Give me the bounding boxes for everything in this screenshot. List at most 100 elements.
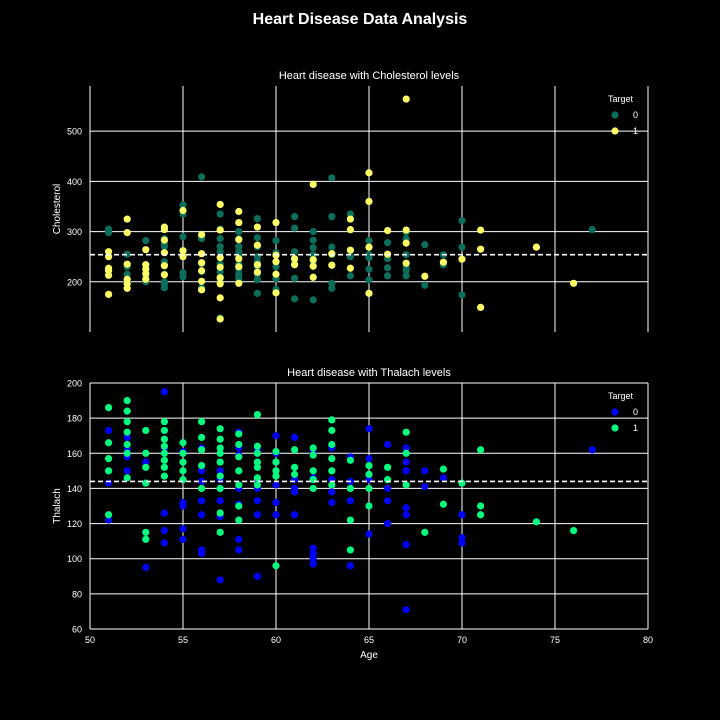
panel2-point-target-1	[105, 439, 113, 447]
panel2-point-target-1	[291, 446, 299, 454]
panel2-legend-label-1: 1	[633, 423, 638, 433]
panel1-point-target-1	[216, 315, 224, 323]
panel1-point-target-0	[123, 250, 131, 258]
panel1-point-target-0	[123, 270, 131, 278]
panel2-point-target-1	[439, 465, 447, 473]
panel2-point-target-0	[309, 544, 317, 552]
panel1-point-target-1	[402, 95, 410, 103]
panel2-point-target-0	[402, 467, 410, 475]
panel2-point-target-0	[123, 433, 131, 442]
panel1-point-target-0	[291, 274, 299, 282]
panel2-point-target-0	[105, 516, 113, 524]
panel1-point-target-1	[123, 284, 131, 292]
panel2-point-target-1	[253, 449, 261, 457]
panel2-x-tick-label: 75	[550, 635, 560, 645]
panel2-point-target-0	[198, 467, 206, 475]
panel2-x-tick-label: 55	[178, 635, 188, 645]
panel1-legend-marker-1	[611, 127, 619, 135]
panel2-x-tick-label: 80	[643, 635, 653, 645]
panel1-point-target-0	[421, 281, 429, 289]
panel1-point-target-0	[253, 234, 261, 242]
panel1-point-target-0	[309, 227, 317, 236]
panel2-point-target-1	[477, 502, 485, 510]
panel2-point-target-0	[328, 498, 336, 507]
panel1-point-target-1	[309, 180, 317, 188]
panel2-point-target-1	[142, 463, 150, 471]
panel1-point-target-1	[458, 255, 466, 263]
panel1-point-target-0	[253, 276, 261, 284]
panel2-point-target-0	[253, 572, 261, 580]
panel2-point-target-0	[272, 432, 280, 440]
panel2-x-tick-label: 65	[364, 635, 374, 645]
panel1-point-target-1	[402, 259, 410, 267]
panel1-point-target-0	[216, 243, 224, 251]
panel2-point-target-0	[179, 535, 187, 543]
panel1-point-target-0	[328, 174, 336, 182]
panel2-point-target-1	[105, 404, 113, 412]
panel1-point-target-1	[198, 231, 206, 239]
panel2-point-target-0	[216, 576, 224, 584]
panel2-point-target-0	[402, 504, 410, 512]
panel2-point-target-1	[272, 458, 280, 466]
panel2-point-target-0	[198, 497, 206, 505]
panel2-point-target-1	[272, 467, 280, 475]
panel2-y-tick-label: 120	[67, 519, 82, 529]
panel2-point-target-1	[439, 500, 447, 508]
panel2-point-target-1	[477, 446, 485, 454]
panel2-point-target-1	[365, 484, 373, 493]
panel2-y-tick-label: 160	[67, 449, 82, 459]
panel1-point-target-1	[346, 264, 354, 272]
panel2-point-target-1	[160, 442, 168, 450]
panel1-point-target-0	[235, 227, 243, 236]
panel2-point-target-1	[179, 458, 187, 466]
panel2-point-target-0	[346, 497, 354, 505]
panel2-point-target-1	[253, 442, 261, 450]
panel1-point-target-0	[458, 216, 466, 225]
panel2-legend-label-0: 0	[633, 407, 638, 417]
panel2-point-target-0	[291, 433, 299, 442]
panel2-point-target-1	[421, 528, 429, 536]
panel1-point-target-0	[160, 284, 168, 292]
panel1-point-target-0	[421, 241, 429, 249]
panel2-point-target-1	[142, 449, 150, 457]
panel1-point-target-1	[216, 263, 224, 271]
panel1-title: Heart disease with Cholesterol levels	[279, 70, 460, 82]
panel2-point-target-1	[570, 527, 578, 535]
panel1-point-target-0	[291, 295, 299, 303]
panel2-point-target-1	[328, 416, 336, 424]
panel2-point-target-1	[309, 444, 317, 452]
panel1-legend-title: Target	[608, 94, 634, 104]
panel2-point-target-1	[216, 484, 224, 493]
panel1-point-target-0	[346, 210, 354, 218]
panel1-point-target-1	[253, 261, 261, 269]
panel1-point-target-0	[272, 237, 280, 245]
panel2-y-tick-label: 140	[67, 484, 82, 494]
panel1-point-target-1	[216, 294, 224, 302]
panel2-point-target-1	[216, 528, 224, 536]
panel2-point-target-0	[402, 444, 410, 452]
panel1-point-target-1	[402, 226, 410, 234]
panel1-point-target-1	[123, 215, 131, 223]
panel2-point-target-1	[402, 428, 410, 436]
panel2-point-target-0	[198, 477, 206, 485]
panel2-point-target-0	[291, 488, 299, 496]
panel1-point-target-1	[142, 270, 150, 278]
panel2-point-target-1	[216, 458, 224, 466]
panel1-point-target-0	[365, 265, 373, 273]
panel1-y-axis-label: Cholesterol	[52, 184, 63, 235]
panel2-point-target-0	[384, 497, 392, 505]
panel2-point-target-1	[160, 426, 168, 435]
panel2-point-target-0	[346, 562, 354, 570]
panel2-x-axis-label: Age	[360, 650, 378, 661]
panel1-point-target-0	[272, 263, 280, 271]
panel1-point-target-1	[365, 197, 373, 206]
panel1-y-tick-label: 200	[67, 277, 82, 287]
panel2-point-target-1	[328, 467, 336, 475]
panel1-point-target-1	[160, 271, 168, 279]
panel2-point-target-1	[253, 481, 261, 489]
panel2-point-target-1	[253, 458, 261, 466]
panel2-point-target-1	[235, 467, 243, 475]
panel2-point-target-1	[328, 454, 336, 463]
panel1-point-target-1	[309, 262, 317, 270]
panel1-point-target-0	[291, 212, 299, 221]
